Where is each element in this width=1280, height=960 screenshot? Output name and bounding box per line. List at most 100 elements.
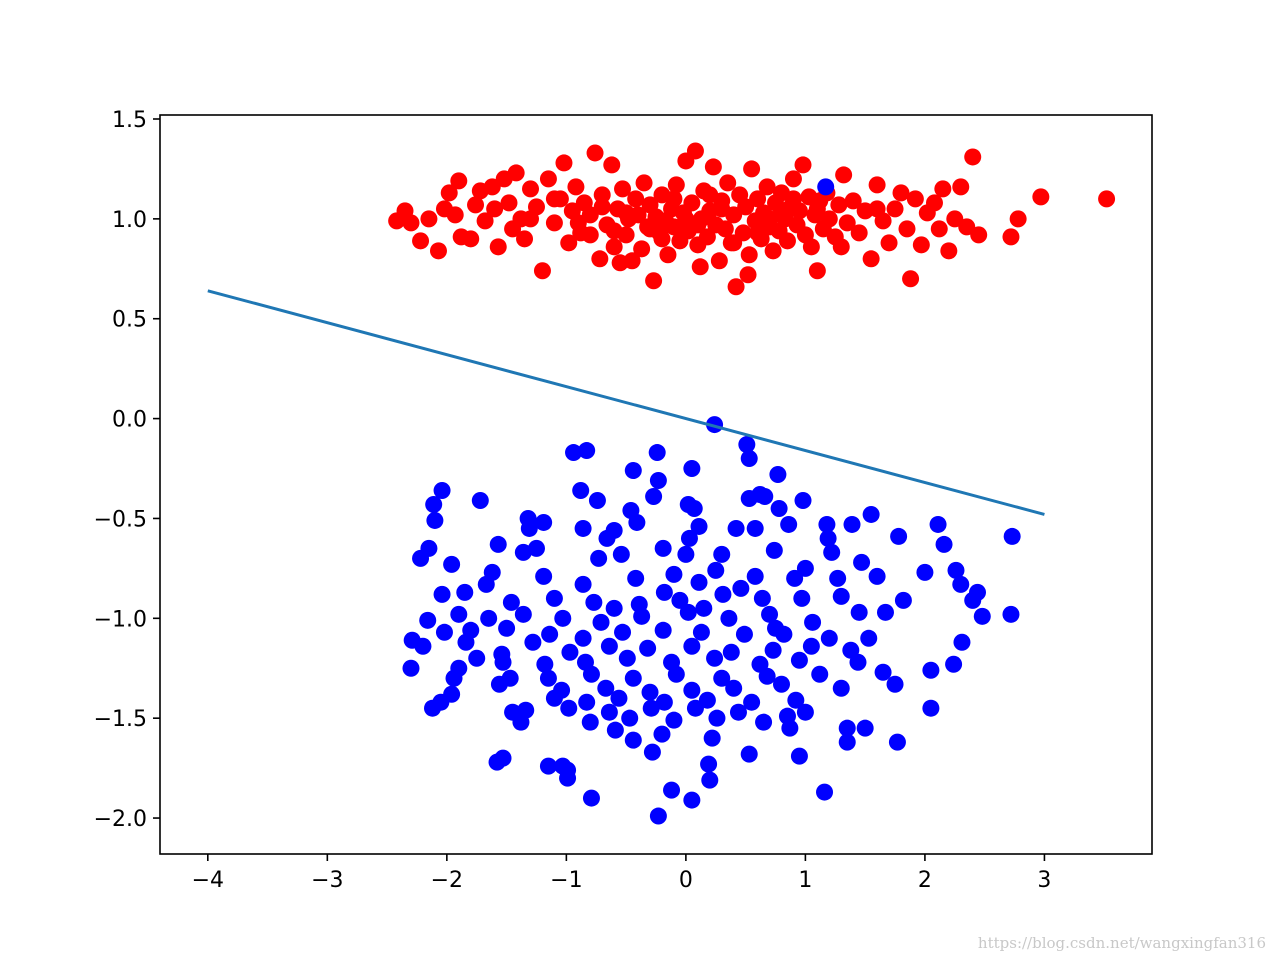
data-point (818, 515, 836, 533)
data-point (740, 450, 758, 468)
data-point (685, 499, 703, 517)
data-point (838, 719, 856, 737)
data-point (476, 212, 494, 230)
data-point (695, 599, 713, 617)
data-point (808, 200, 826, 218)
data-point (606, 721, 624, 739)
data-point (720, 609, 738, 627)
y-tick-label: −1.5 (94, 707, 147, 732)
data-point (402, 659, 420, 677)
data-point (665, 711, 683, 729)
data-point (516, 230, 534, 248)
data-point (922, 699, 940, 717)
data-point (778, 232, 796, 250)
data-point (819, 529, 837, 547)
data-point (945, 655, 963, 673)
data-point (560, 699, 578, 717)
data-point (691, 258, 709, 276)
data-point (912, 236, 930, 254)
data-point (952, 575, 970, 593)
data-point (1009, 210, 1027, 228)
data-point (649, 807, 667, 825)
data-point (749, 224, 767, 242)
data-point (811, 665, 829, 683)
data-point (477, 575, 495, 593)
data-point (641, 683, 659, 701)
data-point (627, 190, 645, 208)
data-point (667, 665, 685, 683)
data-point (624, 731, 642, 749)
data-point (856, 719, 874, 737)
data-point (450, 605, 468, 623)
data-point (565, 444, 583, 462)
data-point (522, 210, 540, 228)
data-point (586, 144, 604, 162)
data-point (486, 200, 504, 218)
data-point (533, 262, 551, 280)
data-point (755, 713, 773, 731)
data-point (952, 178, 970, 196)
data-point (591, 250, 609, 268)
x-tick-label: 3 (1037, 868, 1051, 893)
data-point (665, 565, 683, 583)
data-point (536, 655, 554, 673)
data-point (429, 242, 447, 260)
data-point (500, 194, 518, 212)
data-point (614, 623, 632, 641)
data-point (494, 653, 512, 671)
data-point (520, 519, 538, 537)
data-point (832, 587, 850, 605)
data-point (850, 603, 868, 621)
data-point (738, 436, 756, 454)
data-point (555, 154, 573, 172)
data-point (683, 637, 701, 655)
data-point (605, 222, 623, 240)
data-point (876, 603, 894, 621)
data-point (880, 234, 898, 252)
data-point (802, 238, 820, 256)
y-tick-label: −1.0 (94, 607, 147, 632)
data-point (735, 625, 753, 643)
data-point (683, 194, 701, 212)
data-point (761, 605, 779, 623)
data-point (539, 170, 557, 188)
x-tick-label: −1 (550, 868, 582, 893)
data-point (804, 613, 822, 631)
data-point (719, 174, 737, 192)
data-point (790, 651, 808, 669)
data-point (592, 613, 610, 631)
data-point (850, 224, 868, 242)
data-point (940, 242, 958, 260)
data-point (739, 266, 757, 284)
x-tick-label: −2 (431, 868, 463, 893)
data-point (433, 585, 451, 603)
data-point (655, 583, 673, 601)
data-point (930, 220, 948, 238)
x-tick-label: 1 (798, 868, 812, 893)
data-point (740, 745, 758, 763)
data-point (653, 725, 671, 743)
data-point (412, 549, 430, 567)
data-point (829, 569, 847, 587)
data-point (794, 156, 812, 174)
data-point (450, 172, 468, 190)
data-point (649, 472, 667, 490)
data-point (561, 643, 579, 661)
data-point (527, 539, 545, 557)
data-point (524, 633, 542, 651)
y-axis: −2.0 −1.5 −1.0 −0.5 0.0 0.5 1.0 1.5 (94, 108, 160, 832)
data-point (582, 665, 600, 683)
y-tick-label: 1.5 (112, 108, 147, 133)
data-point (970, 226, 988, 244)
data-point (554, 609, 572, 627)
data-point (483, 178, 501, 196)
data-point (835, 166, 853, 184)
data-point (624, 462, 642, 480)
data-point (784, 190, 802, 208)
data-point (794, 491, 812, 509)
data-point (838, 733, 856, 751)
data-point (653, 230, 671, 248)
data-point (614, 180, 632, 198)
data-point (737, 198, 755, 216)
data-point (802, 637, 820, 655)
